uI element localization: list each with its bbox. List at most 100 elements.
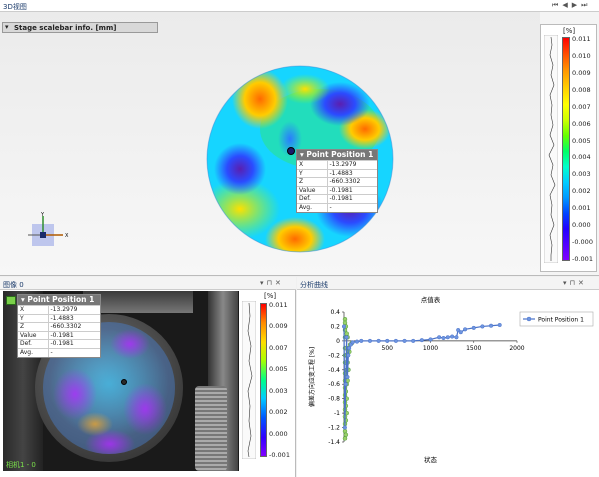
row-key: X: [18, 305, 49, 315]
x-tick-label: 1500: [466, 345, 481, 352]
row-value: -13.2979: [48, 305, 100, 315]
collapse-icon: ▾: [5, 23, 9, 31]
y-tick-label: 0.4: [330, 309, 340, 316]
row-value: -660.3302: [48, 322, 100, 332]
colorbar-tick-label: 0.000: [572, 221, 591, 230]
y-tick-label: -1.4: [328, 439, 340, 446]
tab-3d-view[interactable]: 3D视图: [3, 3, 27, 11]
table-row: Value -0.1981: [18, 330, 100, 340]
pin-icon[interactable]: ⊓: [569, 279, 578, 287]
prev-frame-icon[interactable]: ◀: [562, 1, 572, 9]
next-frame-icon[interactable]: ▶: [571, 1, 582, 9]
colorbar-gradient-top: [562, 37, 570, 261]
data-point: [342, 428, 348, 434]
data-point: [437, 335, 442, 340]
selected-point-marker[interactable]: [121, 379, 127, 385]
row-key: Z: [297, 177, 328, 187]
table-row: Avg. -: [297, 202, 377, 212]
chart-title: 点值表: [421, 295, 441, 304]
stage-scalebar-label: Stage scalebar info. [mm]: [14, 24, 117, 32]
x-axis-label: 状态: [424, 455, 438, 464]
table-row: Value -0.1981: [297, 185, 377, 195]
legend-marker: [526, 316, 532, 322]
colorbar-tick-label: 0.011: [572, 35, 591, 43]
data-point: [350, 340, 355, 345]
row-value: -0.1981: [327, 194, 377, 204]
table-row: Def. -0.1981: [297, 194, 377, 204]
table-row: Def. -0.1981: [18, 339, 100, 349]
row-value: -: [327, 202, 377, 212]
collapse-icon: ▾: [300, 150, 307, 159]
colorbar-tick-label: 0.011: [269, 301, 288, 309]
row-key: Avg.: [18, 347, 49, 357]
colorbar-tick-label: 0.000: [269, 429, 288, 438]
y-tick-label: -1.2: [328, 425, 340, 432]
viewport-3d[interactable]: ▾ Stage scalebar info. [mm]: [0, 12, 540, 275]
colorbar-tick-label: -0.000: [572, 238, 593, 247]
dropdown-icon[interactable]: ▾: [563, 279, 570, 287]
row-value: -1.4883: [48, 313, 100, 323]
pin-icon[interactable]: ⊓: [266, 279, 275, 287]
data-point: [471, 325, 476, 330]
y-tick-label: -0.8: [328, 396, 340, 403]
table-row: Z -660.3302: [297, 177, 377, 187]
camera-status: 相机1 - 0: [6, 461, 36, 469]
y-tick-label: -0.2: [328, 352, 340, 359]
y-tick-label: -0.4: [328, 367, 340, 374]
colorbar-tick-label: 0.002: [269, 408, 288, 417]
row-key: Value: [18, 330, 49, 340]
colorbar-tick-label: 0.005: [269, 365, 288, 374]
row-key: Value: [297, 185, 328, 195]
table-row: Z -660.3302: [18, 322, 100, 332]
data-point: [450, 334, 455, 339]
y-tick-label: -0.6: [328, 381, 340, 388]
camera-image[interactable]: ▾ Point Position 1 X -13.2979 Y -1.4883 Z-…: [3, 291, 239, 471]
row-key: Y: [18, 313, 49, 323]
y-axis-label: Y: [40, 212, 45, 218]
colorbar-tick-label: 0.006: [572, 119, 591, 128]
point-info-box-top[interactable]: ▾ Point Position 1 X -13.2979 Y -1.4883 Z-…: [296, 149, 378, 213]
close-icon[interactable]: ✕: [577, 279, 587, 287]
data-point: [393, 338, 398, 343]
x-tick-label: 2000: [509, 345, 524, 352]
row-value: -: [48, 347, 100, 357]
colorbar-tick-label: 0.009: [572, 68, 591, 77]
dropdown-icon[interactable]: ▾: [260, 279, 267, 287]
last-frame-icon[interactable]: ⏭: [581, 1, 592, 9]
y-tick-label: 0.2: [330, 323, 340, 330]
row-key: Def.: [297, 194, 328, 204]
analysis-chart[interactable]: 点值表 0.4 0.2 0 -0.2 -0.4 -0.6 -0.8 -1 -1.2 -1.4 500 1…: [297, 290, 599, 476]
y-axis-label: 偏差方向应变工程 [%]: [308, 347, 316, 407]
data-point: [454, 335, 459, 340]
point-info-table: X -13.2979 Y -1.4883 Z -660.3302 Value -0.19…: [18, 305, 100, 357]
x-tick-label: 1000: [423, 345, 438, 352]
data-point: [489, 323, 494, 328]
selected-point-marker[interactable]: [287, 147, 295, 155]
table-row: Y -1.4883: [18, 313, 100, 323]
histogram-sparkline-bottom: [242, 301, 256, 459]
data-point: [342, 436, 348, 441]
data-point: [342, 317, 348, 322]
data-point: [402, 338, 407, 343]
image-panel-controls: ▾⊓✕: [260, 279, 284, 287]
colorbar-tick-label: 0.010: [572, 51, 591, 60]
histogram-sparkline-top: [544, 35, 558, 263]
chart-panel-header: 分析曲线 ▾⊓✕: [297, 277, 599, 290]
stage-scalebar-header[interactable]: ▾ Stage scalebar info. [mm]: [2, 22, 158, 33]
data-point: [497, 322, 502, 328]
data-point: [458, 330, 463, 335]
close-icon[interactable]: ✕: [274, 279, 284, 287]
image-panel-header: 图像 0 ▾⊓✕: [0, 277, 296, 290]
row-key: Z: [18, 322, 49, 332]
point-info-box-image[interactable]: ▾ Point Position 1 X -13.2979 Y -1.4883 Z-…: [17, 294, 101, 358]
axis-orientation-widget: X Y: [28, 212, 69, 246]
y-tick-label: 0: [336, 338, 340, 345]
colorbar-gradient-bottom: [260, 303, 267, 457]
data-point: [343, 432, 349, 437]
row-key: Def.: [18, 339, 49, 349]
legend-box: [519, 311, 594, 327]
first-frame-icon[interactable]: ⏮: [552, 1, 563, 9]
colorbar-tick-label: 0.007: [269, 343, 288, 352]
chart-panel-title: 分析曲线: [300, 281, 328, 289]
data-point: [359, 338, 364, 343]
